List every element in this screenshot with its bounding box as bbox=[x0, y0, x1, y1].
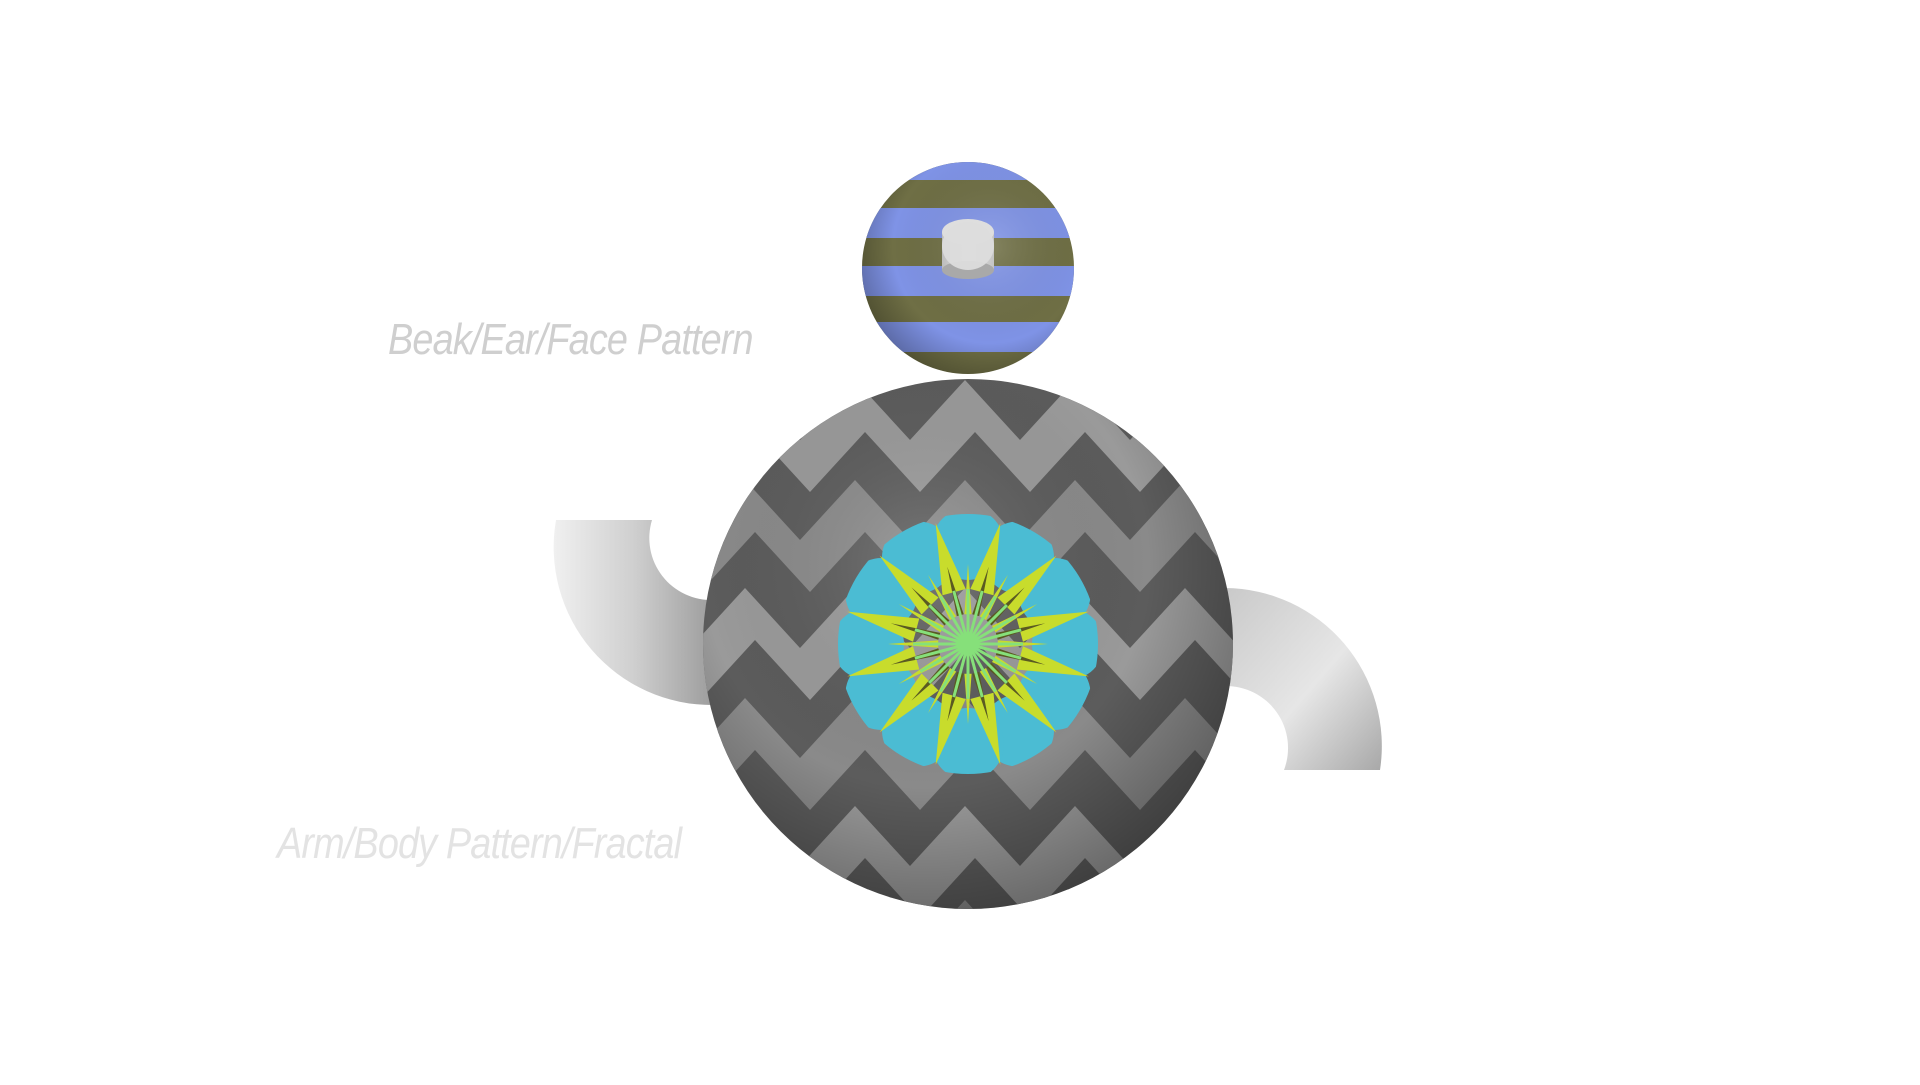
fractal-spike bbox=[1016, 646, 1089, 677]
fractal-spike bbox=[970, 692, 1001, 765]
fractal-spike bbox=[935, 692, 966, 765]
fractal-inner-spike bbox=[995, 648, 1046, 665]
right-arm bbox=[1225, 588, 1382, 770]
fractal-inner-spike bbox=[995, 623, 1046, 640]
body-chevron-band bbox=[703, 900, 1233, 909]
fractal-inner-spike bbox=[972, 566, 989, 617]
fractal-mandala bbox=[838, 514, 1098, 774]
fractal-inner-spike bbox=[890, 648, 941, 665]
fractal-inner-spike bbox=[947, 566, 964, 617]
fractal-inner-spike bbox=[972, 671, 989, 722]
fractal-center bbox=[958, 634, 978, 654]
fractal-spike bbox=[847, 646, 920, 677]
body-pattern-label: Arm/Body Pattern/Fractal bbox=[277, 819, 682, 868]
left-arm bbox=[553, 520, 714, 706]
face-pattern-label: Beak/Ear/Face Pattern bbox=[388, 315, 754, 364]
fractal-spike bbox=[847, 611, 920, 642]
fractal-inner-spike bbox=[890, 623, 941, 640]
fractal-inner-spike bbox=[947, 671, 964, 722]
fractal-spike bbox=[1016, 611, 1089, 642]
fractal-spike bbox=[970, 523, 1001, 596]
fractal-spike bbox=[935, 523, 966, 596]
beak bbox=[942, 219, 994, 279]
